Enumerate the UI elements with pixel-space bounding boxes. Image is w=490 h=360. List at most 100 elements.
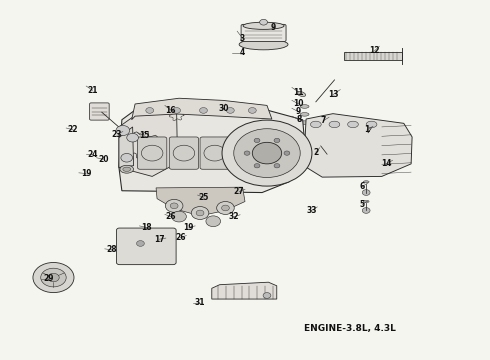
Ellipse shape (370, 124, 377, 127)
Text: 3: 3 (240, 34, 245, 43)
FancyBboxPatch shape (90, 103, 109, 120)
Text: 1: 1 (365, 125, 370, 134)
Circle shape (254, 164, 260, 168)
Circle shape (362, 190, 370, 195)
Text: 11: 11 (294, 87, 304, 96)
Polygon shape (304, 114, 412, 177)
Text: 33: 33 (306, 206, 317, 215)
Circle shape (252, 142, 282, 164)
Text: 4: 4 (240, 48, 245, 57)
Text: 19: 19 (184, 223, 194, 232)
Text: 21: 21 (87, 86, 98, 95)
Text: 9: 9 (296, 107, 301, 116)
Circle shape (221, 205, 229, 211)
Text: ENGINE-3.8L, 4.3L: ENGINE-3.8L, 4.3L (304, 324, 395, 333)
Circle shape (146, 108, 154, 113)
Circle shape (172, 211, 186, 222)
FancyBboxPatch shape (343, 52, 402, 59)
Text: 17: 17 (154, 235, 165, 244)
Text: 30: 30 (218, 104, 229, 113)
Text: 20: 20 (98, 155, 109, 164)
Ellipse shape (300, 113, 309, 116)
Polygon shape (156, 187, 245, 216)
Ellipse shape (120, 165, 134, 173)
Text: 19: 19 (81, 169, 92, 178)
Text: 29: 29 (43, 274, 54, 283)
Ellipse shape (300, 121, 309, 125)
Text: 8: 8 (296, 115, 301, 124)
Circle shape (323, 151, 331, 157)
Circle shape (33, 262, 74, 293)
Text: 6: 6 (360, 182, 365, 191)
Ellipse shape (311, 121, 321, 128)
Ellipse shape (300, 105, 309, 108)
Circle shape (263, 293, 271, 298)
FancyBboxPatch shape (117, 228, 176, 265)
Ellipse shape (329, 121, 340, 128)
Ellipse shape (363, 181, 369, 183)
FancyBboxPatch shape (200, 137, 229, 169)
Ellipse shape (366, 121, 377, 128)
Circle shape (206, 216, 220, 226)
Circle shape (127, 134, 139, 142)
Ellipse shape (297, 91, 306, 96)
FancyBboxPatch shape (241, 24, 286, 41)
Text: 16: 16 (166, 105, 176, 114)
Circle shape (137, 240, 145, 246)
FancyBboxPatch shape (138, 137, 167, 169)
Circle shape (191, 207, 209, 220)
Circle shape (116, 126, 130, 135)
Circle shape (234, 129, 300, 177)
Circle shape (274, 164, 280, 168)
Circle shape (248, 108, 256, 113)
Circle shape (170, 203, 178, 209)
Circle shape (254, 138, 260, 143)
Text: 23: 23 (112, 130, 122, 139)
Text: 12: 12 (369, 46, 380, 55)
Polygon shape (212, 282, 277, 299)
Text: 26: 26 (166, 212, 176, 221)
Circle shape (172, 108, 180, 113)
Text: 27: 27 (234, 187, 245, 196)
Text: 26: 26 (175, 233, 186, 242)
Circle shape (260, 19, 268, 25)
Ellipse shape (363, 201, 369, 203)
Circle shape (48, 273, 59, 282)
Text: 25: 25 (198, 193, 209, 202)
Text: 9: 9 (270, 23, 276, 32)
Text: 28: 28 (107, 246, 118, 255)
Circle shape (321, 120, 330, 126)
Circle shape (362, 208, 370, 213)
Polygon shape (132, 98, 272, 120)
Circle shape (222, 120, 312, 186)
Text: 5: 5 (360, 200, 365, 209)
Text: 24: 24 (87, 150, 98, 159)
Text: 15: 15 (140, 131, 150, 140)
FancyBboxPatch shape (169, 137, 198, 169)
Text: 22: 22 (68, 125, 78, 134)
Text: 31: 31 (195, 298, 205, 307)
Circle shape (121, 153, 133, 162)
Ellipse shape (123, 167, 131, 171)
Text: 18: 18 (141, 223, 151, 232)
Circle shape (41, 268, 66, 287)
Circle shape (284, 151, 290, 155)
Ellipse shape (239, 39, 288, 50)
Circle shape (217, 202, 234, 215)
Circle shape (226, 108, 234, 113)
Circle shape (196, 210, 204, 216)
Circle shape (165, 199, 183, 212)
Text: 13: 13 (328, 90, 338, 99)
Polygon shape (119, 105, 306, 193)
Circle shape (274, 138, 280, 143)
Ellipse shape (347, 121, 358, 128)
Ellipse shape (318, 143, 324, 145)
Polygon shape (119, 127, 134, 167)
Text: 2: 2 (313, 148, 318, 157)
Text: 7: 7 (320, 116, 326, 125)
Circle shape (244, 151, 250, 155)
Polygon shape (119, 111, 177, 176)
Circle shape (199, 108, 207, 113)
Text: 14: 14 (381, 159, 392, 168)
Ellipse shape (243, 22, 284, 30)
